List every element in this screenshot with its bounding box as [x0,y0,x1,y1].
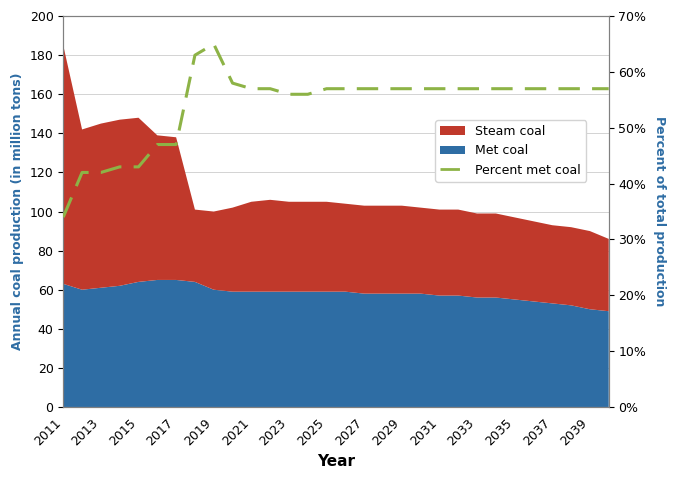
Y-axis label: Annual coal production (in million tons): Annual coal production (in million tons) [11,73,24,350]
X-axis label: Year: Year [317,454,355,469]
Y-axis label: Percent of total production: Percent of total production [653,116,666,307]
Legend: Steam coal, Met coal, Percent met coal: Steam coal, Met coal, Percent met coal [435,120,586,181]
